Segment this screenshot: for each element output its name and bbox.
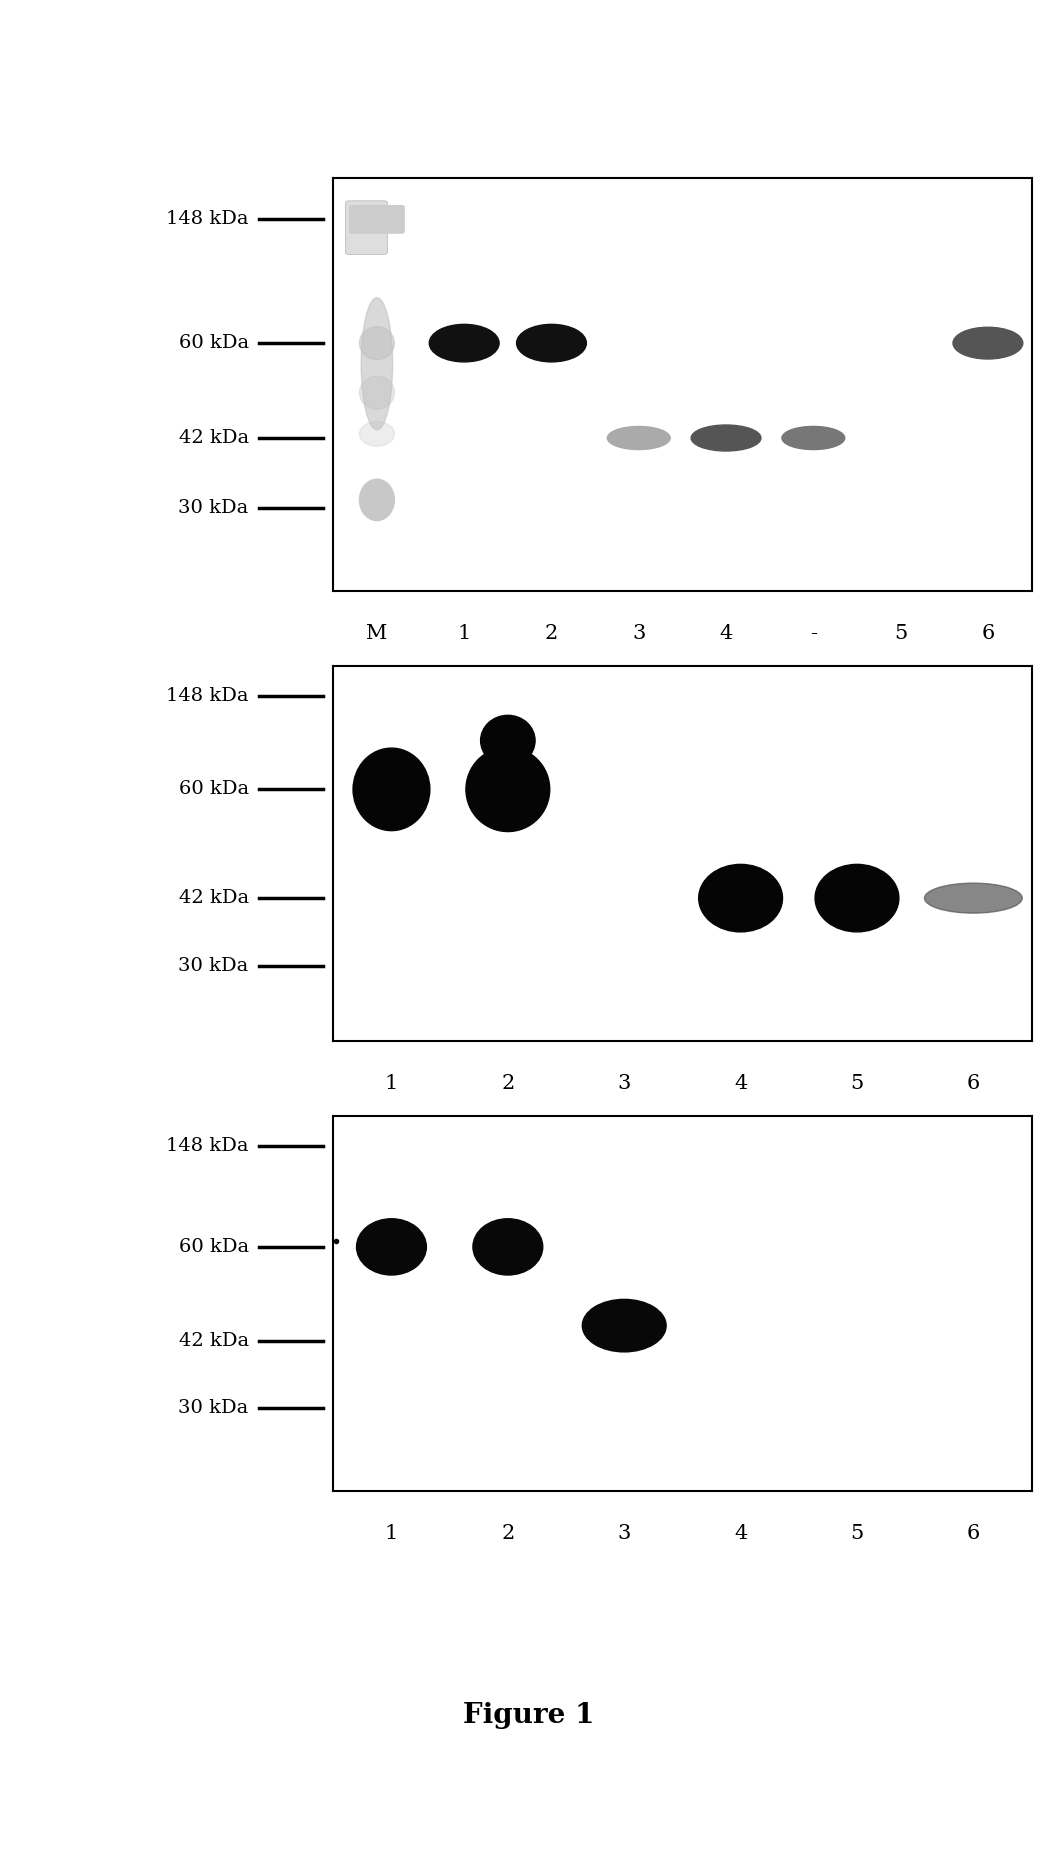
Ellipse shape: [691, 426, 761, 452]
Text: 148 kDa: 148 kDa: [166, 210, 249, 229]
Ellipse shape: [953, 328, 1023, 358]
Ellipse shape: [360, 422, 395, 446]
Text: 1: 1: [385, 1524, 398, 1543]
Text: Figure 1: Figure 1: [463, 1702, 595, 1729]
Ellipse shape: [516, 324, 586, 362]
Text: 2: 2: [545, 624, 559, 643]
Text: 3: 3: [632, 624, 645, 643]
Text: 3: 3: [618, 1524, 631, 1543]
Text: 4: 4: [719, 624, 733, 643]
Ellipse shape: [925, 883, 1022, 913]
Text: 30 kDa: 30 kDa: [179, 1399, 249, 1418]
Ellipse shape: [607, 426, 670, 450]
Text: 1: 1: [385, 1074, 398, 1093]
Ellipse shape: [782, 426, 844, 450]
Text: 42 kDa: 42 kDa: [179, 1331, 249, 1350]
Ellipse shape: [361, 298, 393, 429]
FancyBboxPatch shape: [349, 204, 405, 234]
Text: 5: 5: [851, 1524, 863, 1543]
Text: 42 kDa: 42 kDa: [179, 889, 249, 908]
Ellipse shape: [360, 377, 395, 409]
Text: 30 kDa: 30 kDa: [179, 499, 249, 518]
Ellipse shape: [357, 1219, 426, 1275]
Text: 5: 5: [894, 624, 908, 643]
Text: 30 kDa: 30 kDa: [179, 956, 249, 975]
Text: 42 kDa: 42 kDa: [179, 429, 249, 446]
Text: -: -: [809, 624, 817, 643]
Text: M: M: [366, 624, 387, 643]
Ellipse shape: [582, 1299, 667, 1352]
Text: 148 kDa: 148 kDa: [166, 686, 249, 705]
Text: 6: 6: [981, 624, 995, 643]
Text: 60 kDa: 60 kDa: [179, 780, 249, 799]
Ellipse shape: [360, 326, 395, 360]
Ellipse shape: [466, 746, 550, 832]
Text: 2: 2: [501, 1524, 514, 1543]
Text: 1: 1: [457, 624, 471, 643]
Text: 60 kDa: 60 kDa: [179, 334, 249, 352]
Ellipse shape: [480, 714, 535, 765]
Text: 148 kDa: 148 kDa: [166, 1136, 249, 1155]
Ellipse shape: [698, 864, 783, 932]
Ellipse shape: [360, 480, 395, 521]
Text: 6: 6: [967, 1074, 980, 1093]
Text: 6: 6: [967, 1524, 980, 1543]
Text: 3: 3: [618, 1074, 631, 1093]
Text: 5: 5: [851, 1074, 863, 1093]
Ellipse shape: [430, 324, 499, 362]
Text: 4: 4: [734, 1074, 747, 1093]
Ellipse shape: [473, 1219, 543, 1275]
Ellipse shape: [353, 748, 430, 831]
Text: 2: 2: [501, 1074, 514, 1093]
Ellipse shape: [815, 864, 899, 932]
Text: 4: 4: [734, 1524, 747, 1543]
FancyBboxPatch shape: [346, 201, 387, 255]
Text: 60 kDa: 60 kDa: [179, 1238, 249, 1256]
